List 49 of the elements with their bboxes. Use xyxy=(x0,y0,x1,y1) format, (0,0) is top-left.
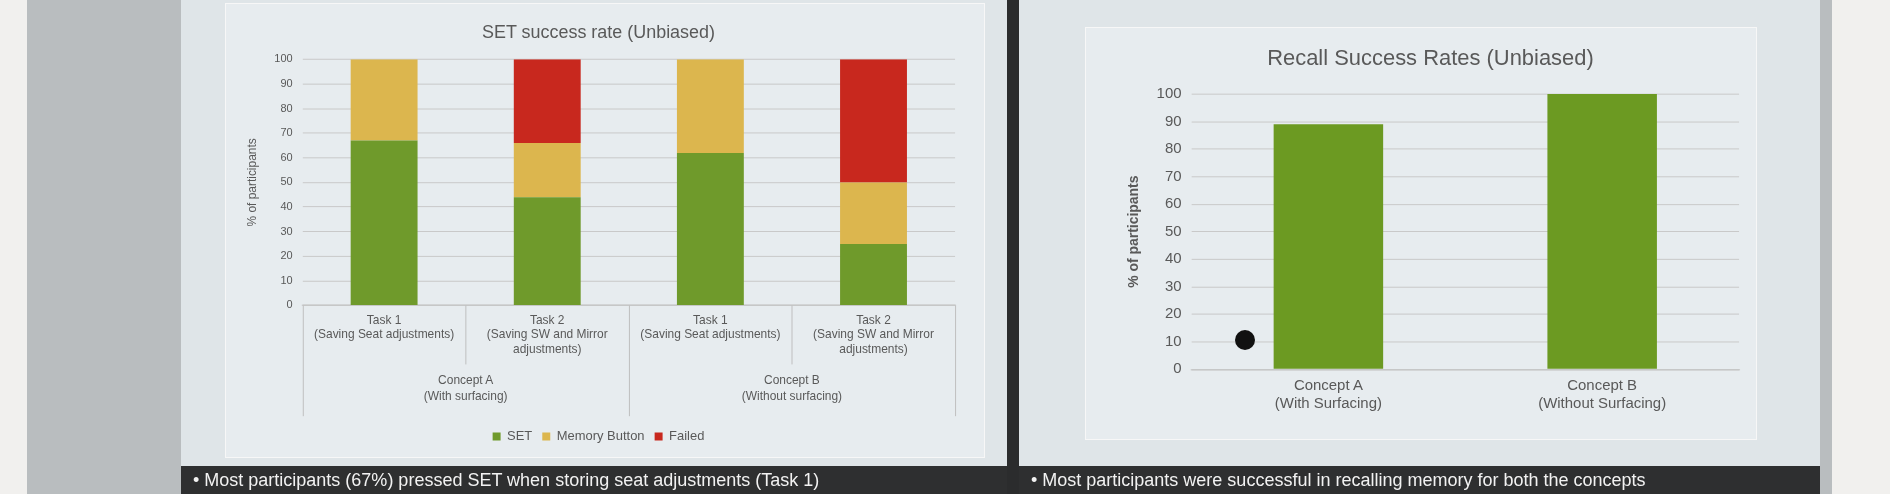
y-tick-label: 70 xyxy=(280,126,293,139)
x-tick-label: Task 1 (Saving Seat adjustments) xyxy=(314,312,455,342)
legend-label: Memory Button xyxy=(556,428,645,444)
x-tick-label: Task 1 (Saving Seat adjustments) xyxy=(640,312,781,342)
y-tick-label: 60 xyxy=(280,150,293,163)
y-tick-label: 40 xyxy=(280,200,293,213)
y-tick-label: 10 xyxy=(1164,331,1182,349)
text: Concept B (Without surfacing) xyxy=(741,372,843,403)
chart-title: SET success rate (Unbiased) xyxy=(482,21,715,42)
y-tick-label: 100 xyxy=(1156,84,1182,102)
bar xyxy=(676,59,744,153)
bar xyxy=(350,59,418,141)
y-tick-label: 30 xyxy=(1164,276,1182,294)
bar xyxy=(840,59,907,183)
legend-label: SET xyxy=(507,428,533,444)
x-tick-label: Task 2 (Saving SW and Mirror adjustments) xyxy=(486,312,608,356)
bar xyxy=(840,243,907,305)
y-tick-label: 100 xyxy=(274,52,293,65)
y-tick-label: 0 xyxy=(286,298,293,311)
bar xyxy=(350,140,418,305)
y-tick-label: 80 xyxy=(1164,139,1182,157)
legend-label: Failed xyxy=(669,428,705,444)
text: • Most participants (67%) pressed SET when storing seat adjustments (Task 1) xyxy=(193,469,821,491)
bar xyxy=(840,182,907,244)
bar xyxy=(513,143,581,198)
y-axis-title: % of participants xyxy=(245,138,260,227)
x-tick-label: Concept B (Without Surfacing) xyxy=(1538,376,1667,412)
y-tick-label: 70 xyxy=(1164,166,1182,184)
text: • Most participants were successful in recalling memory for both the concepts xyxy=(1031,469,1647,491)
y-tick-label: 20 xyxy=(1164,304,1182,322)
y-tick-label: 80 xyxy=(280,101,293,114)
y-tick-label: 50 xyxy=(280,175,293,188)
y-tick-label: 30 xyxy=(280,224,293,237)
y-axis-title: % of participants xyxy=(1125,175,1142,288)
y-tick-label: 90 xyxy=(1164,111,1182,129)
chart-title: Recall Success Rates (Unbiased) xyxy=(1267,45,1594,71)
y-tick-label: 50 xyxy=(1164,221,1182,239)
y-tick-label: 90 xyxy=(280,76,293,89)
text: Concept A (With surfacing) xyxy=(423,372,508,403)
y-tick-label: 20 xyxy=(280,249,293,262)
bar xyxy=(676,152,744,305)
y-tick-label: 10 xyxy=(280,273,293,286)
x-tick-label: Concept A (With Surfacing) xyxy=(1274,376,1382,412)
bar xyxy=(513,197,581,305)
y-tick-label: 60 xyxy=(1164,194,1182,212)
x-tick-label: Task 2 (Saving SW and Mirror adjustments) xyxy=(813,312,934,356)
bar xyxy=(513,59,581,144)
y-tick-label: 40 xyxy=(1164,249,1182,267)
y-tick-label: 0 xyxy=(1173,359,1182,377)
